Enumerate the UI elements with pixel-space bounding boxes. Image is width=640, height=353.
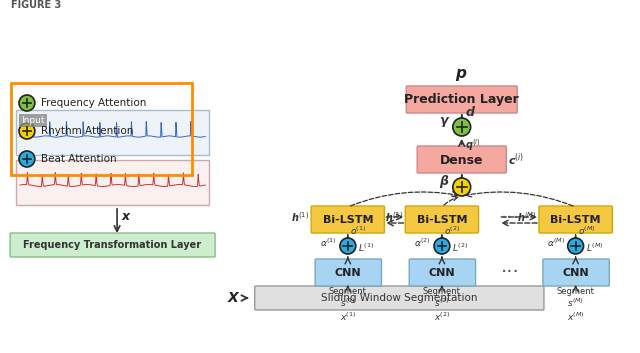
- Text: CNN: CNN: [563, 268, 589, 278]
- Text: $\boldsymbol{h}^{(1)}$: $\boldsymbol{h}^{(1)}$: [291, 210, 309, 224]
- Text: $x^{(1)}$: $x^{(1)}$: [340, 311, 356, 323]
- Text: CNN: CNN: [335, 268, 361, 278]
- Circle shape: [19, 123, 35, 139]
- Text: Sliding Window Segmentation: Sliding Window Segmentation: [321, 293, 477, 303]
- Text: $\boldsymbol{d}$: $\boldsymbol{d}$: [465, 105, 476, 119]
- Text: $o^{(M)}$: $o^{(M)}$: [578, 225, 595, 237]
- Text: $\alpha^{(M)}$: $\alpha^{(M)}$: [547, 237, 564, 249]
- Circle shape: [340, 238, 356, 254]
- Text: $\alpha^{(2)}$: $\alpha^{(2)}$: [414, 237, 431, 249]
- Text: $\boldsymbol{\gamma}$: $\boldsymbol{\gamma}$: [438, 115, 450, 129]
- Text: Beat Attention: Beat Attention: [41, 154, 116, 164]
- FancyBboxPatch shape: [417, 146, 506, 173]
- FancyBboxPatch shape: [405, 206, 479, 233]
- Text: $x^{(M)}$: $x^{(M)}$: [566, 311, 584, 323]
- Text: $\boldsymbol{x}$: $\boldsymbol{x}$: [121, 210, 132, 223]
- Circle shape: [19, 95, 35, 111]
- Text: $s^{(1)}$: $s^{(1)}$: [340, 297, 356, 309]
- Text: $L^{(1)}$: $L^{(1)}$: [358, 242, 374, 254]
- Text: $\boldsymbol{h}^{(M)}$: $\boldsymbol{h}^{(M)}$: [517, 210, 537, 224]
- Text: FIGURE 3: FIGURE 3: [11, 0, 61, 10]
- Text: Segment: Segment: [423, 287, 461, 296]
- Text: Segment: Segment: [329, 287, 367, 296]
- Text: CNN: CNN: [429, 268, 455, 278]
- Text: $\boldsymbol{\beta}$: $\boldsymbol{\beta}$: [440, 174, 450, 191]
- Text: Prediction Layer: Prediction Layer: [404, 94, 519, 107]
- Bar: [11, 83, 193, 175]
- Text: Segment: Segment: [557, 287, 595, 296]
- Text: Bi-LSTM: Bi-LSTM: [417, 215, 467, 225]
- Text: $s^{(M)}$: $s^{(M)}$: [567, 297, 584, 309]
- FancyBboxPatch shape: [406, 86, 517, 113]
- Text: $\boldsymbol{h}^{(2)}$: $\boldsymbol{h}^{(2)}$: [385, 210, 403, 224]
- FancyBboxPatch shape: [539, 206, 612, 233]
- Circle shape: [453, 178, 470, 196]
- Text: $\boldsymbol{q}^{(i)}$: $\boldsymbol{q}^{(i)}$: [465, 137, 481, 153]
- Text: Dense: Dense: [440, 154, 483, 167]
- Text: $\boldsymbol{c}^{(i)}$: $\boldsymbol{c}^{(i)}$: [508, 152, 525, 168]
- Bar: [16, 110, 209, 155]
- Text: ···: ···: [501, 209, 520, 228]
- Text: Bi-LSTM: Bi-LSTM: [323, 215, 373, 225]
- Text: $o^{(1)}$: $o^{(1)}$: [350, 225, 366, 237]
- Text: Input: Input: [21, 116, 45, 125]
- Text: Frequency Transformation Layer: Frequency Transformation Layer: [23, 240, 201, 250]
- Text: $x^{(2)}$: $x^{(2)}$: [434, 311, 450, 323]
- Circle shape: [19, 151, 35, 167]
- Text: Bi-LSTM: Bi-LSTM: [550, 215, 601, 225]
- Text: $L^{(M)}$: $L^{(M)}$: [586, 242, 603, 254]
- Circle shape: [568, 238, 584, 254]
- Text: $o^{(2)}$: $o^{(2)}$: [444, 225, 460, 237]
- FancyBboxPatch shape: [255, 286, 544, 310]
- FancyBboxPatch shape: [10, 233, 215, 257]
- FancyBboxPatch shape: [543, 259, 609, 286]
- Text: Rhythm Attention: Rhythm Attention: [41, 126, 133, 136]
- FancyBboxPatch shape: [315, 259, 381, 286]
- FancyBboxPatch shape: [409, 259, 476, 286]
- Text: $\boldsymbol{X}$: $\boldsymbol{X}$: [227, 291, 241, 305]
- Circle shape: [434, 238, 450, 254]
- Text: $\boldsymbol{p}$: $\boldsymbol{p}$: [456, 67, 468, 83]
- FancyBboxPatch shape: [311, 206, 385, 233]
- Text: $\alpha^{(1)}$: $\alpha^{(1)}$: [320, 237, 337, 249]
- Text: ···: ···: [501, 263, 520, 281]
- Bar: [16, 160, 209, 205]
- Text: $s^{(2)}$: $s^{(2)}$: [434, 297, 450, 309]
- Text: Frequency Attention: Frequency Attention: [41, 98, 146, 108]
- Text: $L^{(2)}$: $L^{(2)}$: [452, 242, 468, 254]
- Circle shape: [453, 118, 470, 136]
